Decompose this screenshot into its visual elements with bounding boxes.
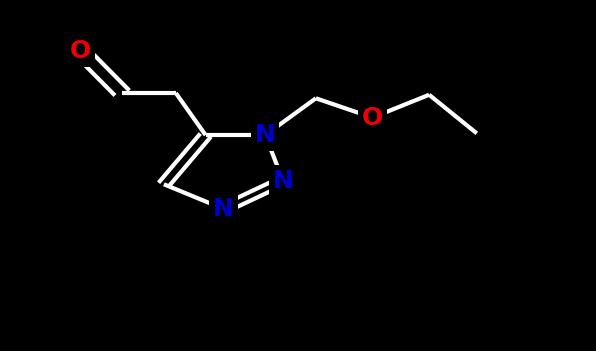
Text: N: N <box>254 123 276 147</box>
Text: N: N <box>213 197 234 221</box>
Text: N: N <box>272 169 294 193</box>
Text: O: O <box>362 106 383 130</box>
Text: O: O <box>70 39 91 63</box>
